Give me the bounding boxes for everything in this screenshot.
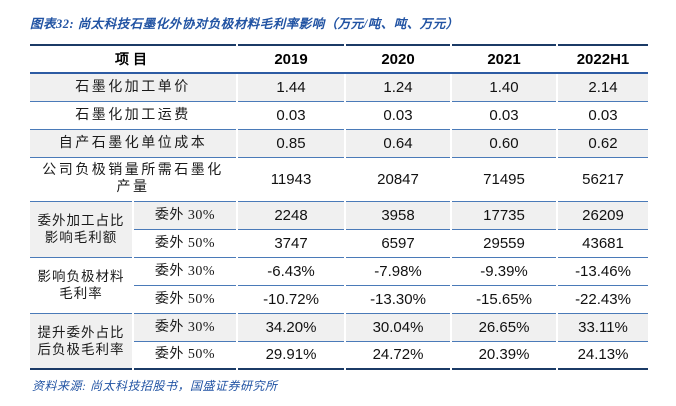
table-row: 委外 50% 3747 6597 29559 43681: [30, 229, 648, 258]
value-cell: 33.11%: [556, 313, 648, 342]
sub-label: 委外 30%: [132, 257, 237, 286]
source-note: 资料来源: 尚太科技招股书，国盛证券研究所: [32, 379, 278, 393]
table-row: 石墨化加工运费 0.03 0.03 0.03 0.03: [30, 101, 648, 130]
table-row: 影响负极材料 毛利率 委外 30% -6.43% -7.98% -9.39% -13.46…: [30, 257, 648, 314]
value-cell: 20.39%: [450, 341, 557, 370]
value-cell: 17735: [450, 201, 557, 230]
table-row: 石墨化加工单价 1.44 1.24 1.40 2.14: [30, 73, 648, 102]
value-cell: 0.62: [556, 129, 648, 158]
value-cell: 24.13%: [556, 341, 648, 370]
value-cell: 3747: [236, 229, 345, 258]
column-header-item: 项目: [30, 45, 237, 74]
value-cell: 1.40: [450, 73, 557, 102]
value-cell: 26.65%: [450, 313, 557, 342]
table-row: 提升委外占比 后负极毛利率 委外 30% 34.20% 30.04% 26.65% 33.…: [30, 313, 648, 370]
value-cell: -9.39%: [450, 257, 557, 286]
value-cell: 30.04%: [344, 313, 451, 342]
figure-data-table: 项目 2019 2020 2021 2022H1 石墨化加工单价 1.44 1.24 1.40…: [30, 44, 648, 370]
table-row: 公司负极销量所需石墨化 产量 11943 20847 71495 56217: [30, 157, 648, 202]
table-row: 委外加工占比 影响毛利额 委外 30% 2248 3958 17735 26209: [30, 201, 648, 258]
table-row: 自产石墨化单位成本 0.85 0.64 0.60 0.62: [30, 129, 648, 158]
value-cell: 56217: [556, 157, 648, 202]
value-cell: 43681: [556, 229, 648, 258]
value-cell: 3958: [344, 201, 451, 230]
value-cell: 0.03: [556, 101, 648, 130]
value-cell: 20847: [344, 157, 451, 202]
row-label: 石墨化加工单价: [30, 73, 237, 102]
value-cell: 11943: [236, 157, 345, 202]
sub-label: 委外 30%: [132, 313, 237, 342]
row-label: 石墨化加工运费: [30, 101, 237, 130]
value-cell: 71495: [450, 157, 557, 202]
value-cell: -10.72%: [236, 285, 345, 314]
value-cell: -15.65%: [450, 285, 557, 314]
column-header-2019: 2019: [236, 45, 345, 74]
sub-label: 委外 30%: [132, 201, 237, 230]
value-cell: 0.64: [344, 129, 451, 158]
table-row: 委外 50% -10.72% -13.30% -15.65% -22.43%: [30, 285, 648, 314]
value-cell: 34.20%: [236, 313, 345, 342]
value-cell: 26209: [556, 201, 648, 230]
column-header-2021: 2021: [450, 45, 557, 74]
table-row: 委外 50% 29.91% 24.72% 20.39% 24.13%: [30, 341, 648, 370]
group-label: 委外加工占比 影响毛利额: [30, 201, 133, 258]
value-cell: 2.14: [556, 73, 648, 102]
figure-title: 图表32: 尚太科技石墨化外协对负极材料毛利率影响（万元/吨、吨、万元）: [30, 17, 459, 31]
header-row: 项目 2019 2020 2021 2022H1: [30, 45, 648, 74]
group-label: 影响负极材料 毛利率: [30, 257, 133, 314]
sub-label: 委外 50%: [132, 341, 237, 370]
sub-label: 委外 50%: [132, 229, 237, 258]
value-cell: 1.44: [236, 73, 345, 102]
row-label: 自产石墨化单位成本: [30, 129, 237, 158]
value-cell: -13.30%: [344, 285, 451, 314]
value-cell: 0.03: [450, 101, 557, 130]
value-cell: 29.91%: [236, 341, 345, 370]
value-cell: -22.43%: [556, 285, 648, 314]
value-cell: 2248: [236, 201, 345, 230]
value-cell: 0.85: [236, 129, 345, 158]
value-cell: 24.72%: [344, 341, 451, 370]
value-cell: -6.43%: [236, 257, 345, 286]
column-header-2020: 2020: [344, 45, 451, 74]
value-cell: 0.03: [236, 101, 345, 130]
value-cell: 1.24: [344, 73, 451, 102]
column-header-2022H1: 2022H1: [556, 45, 648, 74]
value-cell: 0.03: [344, 101, 451, 130]
value-cell: -13.46%: [556, 257, 648, 286]
table-body: 石墨化加工单价 1.44 1.24 1.40 2.14 石墨化加工运费 0.03 0.03 0.…: [30, 73, 648, 370]
row-label: 公司负极销量所需石墨化 产量: [30, 157, 237, 202]
value-cell: 29559: [450, 229, 557, 258]
value-cell: -7.98%: [344, 257, 451, 286]
table-header: 项目 2019 2020 2021 2022H1: [30, 45, 648, 74]
value-cell: 6597: [344, 229, 451, 258]
sub-label: 委外 50%: [132, 285, 237, 314]
value-cell: 0.60: [450, 129, 557, 158]
group-label: 提升委外占比 后负极毛利率: [30, 313, 133, 370]
